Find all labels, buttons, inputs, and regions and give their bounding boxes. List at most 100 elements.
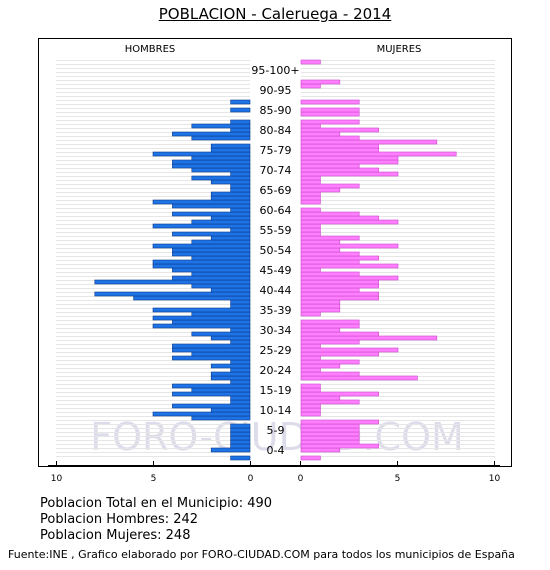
bar-men-age-45 xyxy=(172,275,251,281)
bar-women-age-28 xyxy=(300,343,321,349)
bar-women-age-60 xyxy=(300,215,379,221)
bar-women-age-11 xyxy=(300,411,321,417)
bar-men-age-60 xyxy=(210,215,251,221)
bar-women-age-2 xyxy=(300,447,341,453)
bar-men-age-3 xyxy=(230,443,251,449)
bar-women-age-47 xyxy=(300,267,321,273)
bar-women-age-16 xyxy=(300,391,379,397)
bar-women-age-18 xyxy=(300,383,321,389)
age-label: 30-34 xyxy=(260,324,292,337)
bar-men-age-10 xyxy=(191,415,251,421)
bar-men-age-23 xyxy=(210,363,251,369)
bar-men-age-0 xyxy=(230,455,251,461)
bar-men-age-46 xyxy=(191,271,251,277)
bar-men-age-24 xyxy=(230,359,251,365)
bar-women-age-59 xyxy=(300,219,399,225)
bar-women-age-44 xyxy=(300,279,379,285)
bar-men-age-71 xyxy=(230,171,251,177)
bar-women-age-13 xyxy=(300,403,321,409)
bar-women-age-61 xyxy=(300,211,360,217)
bar-women-age-40 xyxy=(300,295,379,301)
age-label: 90-95 xyxy=(260,84,292,97)
bar-men-age-26 xyxy=(191,351,251,357)
bar-women-age-9 xyxy=(300,419,379,425)
bar-women-age-56 xyxy=(300,231,321,237)
bar-women-age-41 xyxy=(300,291,379,297)
bar-women-age-71 xyxy=(300,171,399,177)
bar-women-age-67 xyxy=(300,187,341,193)
bar-women-age-4 xyxy=(300,439,360,445)
bar-men-age-87 xyxy=(230,107,251,113)
bar-men-age-62 xyxy=(230,207,251,213)
bar-women-age-23 xyxy=(300,363,341,369)
bar-women-age-79 xyxy=(300,139,438,145)
bar-women-age-86 xyxy=(300,111,360,117)
bar-women-age-54 xyxy=(300,239,341,245)
bar-women-age-81 xyxy=(300,131,341,137)
bar-women-age-50 xyxy=(300,255,379,261)
bar-men-age-8 xyxy=(230,423,251,429)
age-label: 15-19 xyxy=(260,384,292,397)
bar-women-age-34 xyxy=(300,319,360,325)
bar-men-age-16 xyxy=(172,391,251,397)
bar-women-age-68 xyxy=(300,183,360,189)
bar-women-age-76 xyxy=(300,151,457,157)
age-label: 45-49 xyxy=(260,264,292,277)
bar-men-age-6 xyxy=(230,431,251,437)
bar-women-age-78 xyxy=(300,143,379,149)
bar-men-age-75 xyxy=(191,155,251,161)
bar-men-age-31 xyxy=(191,331,251,337)
bar-men-age-81 xyxy=(172,131,251,137)
bar-men-age-49 xyxy=(152,259,251,265)
age-label: 20-24 xyxy=(260,364,292,377)
bar-men-age-2 xyxy=(210,447,251,453)
age-label: 40-44 xyxy=(260,284,292,297)
bar-women-age-46 xyxy=(300,271,360,277)
bar-women-age-73 xyxy=(300,163,360,169)
bar-women-age-65 xyxy=(300,195,321,201)
bar-men-age-78 xyxy=(210,143,251,149)
bar-women-age-6 xyxy=(300,431,360,437)
bar-men-age-48 xyxy=(152,263,251,269)
population-pyramid: FORO-CIUDAD.COM 0-45-910-1415-1920-2425-… xyxy=(38,38,512,484)
bar-men-age-53 xyxy=(152,243,251,249)
bar-women-age-51 xyxy=(300,251,360,257)
bar-men-age-39 xyxy=(230,299,251,305)
bar-men-age-15 xyxy=(230,395,251,401)
bar-men-age-76 xyxy=(152,151,251,157)
x-tick-label: 5 xyxy=(395,474,401,484)
bar-women-age-36 xyxy=(300,311,321,317)
age-label: 65-69 xyxy=(260,184,292,197)
bar-women-age-70 xyxy=(300,175,321,181)
age-label: 80-84 xyxy=(260,124,292,137)
bar-women-age-94 xyxy=(300,79,341,85)
bar-men-age-20 xyxy=(210,375,251,381)
bar-men-age-52 xyxy=(172,247,251,253)
bar-men-age-64 xyxy=(152,199,251,205)
bar-women-age-12 xyxy=(300,407,321,413)
bar-women-age-52 xyxy=(300,247,341,253)
age-label: 50-54 xyxy=(260,244,292,257)
bar-men-age-35 xyxy=(152,315,251,321)
bar-men-age-70 xyxy=(191,175,251,181)
bar-women-age-7 xyxy=(300,427,360,433)
bar-women-age-93 xyxy=(300,83,321,89)
bar-women-age-89 xyxy=(300,99,360,105)
bar-men-age-36 xyxy=(191,311,251,317)
bar-men-age-19 xyxy=(230,379,251,385)
bar-women-age-0 xyxy=(300,455,321,461)
bar-women-age-80 xyxy=(300,135,360,141)
chart-title: POBLACION - Caleruega - 2014 xyxy=(158,5,392,23)
bar-men-age-14 xyxy=(230,399,251,405)
bar-men-age-66 xyxy=(210,191,251,197)
bar-women-age-53 xyxy=(300,243,399,249)
x-axis: 10 5 0 0 5 10 xyxy=(48,461,500,484)
bar-men-age-67 xyxy=(230,187,251,193)
bar-men-age-73 xyxy=(172,163,251,169)
bar-women-age-8 xyxy=(300,423,360,429)
stat-total-population: Poblacion Total en el Municipio: 490 xyxy=(40,496,273,511)
bar-men-age-55 xyxy=(210,235,251,241)
bar-men-age-38 xyxy=(230,303,251,309)
age-label: 95-100+ xyxy=(251,64,299,77)
bar-men-age-65 xyxy=(210,195,251,201)
